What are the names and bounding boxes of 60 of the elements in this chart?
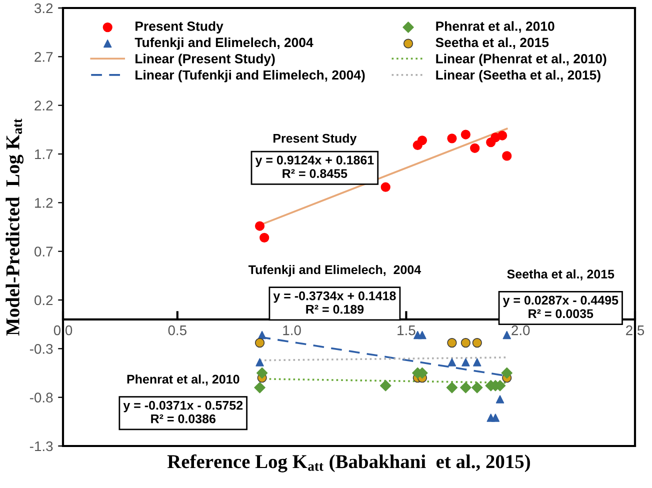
point bbox=[460, 382, 472, 394]
point bbox=[470, 143, 480, 153]
y-tick-label: -0.8 bbox=[30, 392, 53, 403]
point bbox=[447, 338, 457, 348]
y-tick-label: 2.2 bbox=[34, 100, 53, 110]
annotation: y = -0.3734x + 0.1418 R² = 0.189 bbox=[273, 291, 396, 314]
point bbox=[472, 338, 482, 348]
x-axis-title: Reference Log K$_{att}$ (Babakhani et al., 2015) bbox=[167, 454, 530, 472]
annotation: Present Study bbox=[273, 134, 357, 146]
point bbox=[460, 338, 470, 348]
point bbox=[448, 358, 456, 366]
point bbox=[446, 382, 458, 394]
point bbox=[254, 382, 266, 394]
y-tick-label: -1.3 bbox=[30, 441, 53, 452]
legend-label: Linear (Tufenkji and Elimelech, 2004) bbox=[136, 70, 365, 82]
x-tick-label: 1.0 bbox=[283, 325, 301, 336]
annotation: Seetha et al., 2015 bbox=[507, 269, 614, 280]
point bbox=[254, 221, 265, 231]
point bbox=[502, 330, 511, 340]
point bbox=[380, 182, 390, 192]
y-tick-label: 1.2 bbox=[35, 198, 53, 208]
y-tick-label: 0.2 bbox=[34, 295, 53, 306]
y-tick-label: -0.3 bbox=[30, 344, 53, 354]
x-tick-label: 0.5 bbox=[168, 325, 186, 336]
legend-label: Tufenkji and Elimelech, 2004 bbox=[134, 37, 314, 50]
legend-label: Seetha et al., 2015 bbox=[436, 37, 549, 50]
annotation: y = -0.0371x - 0.5752 R² = 0.0386 bbox=[123, 400, 243, 424]
point bbox=[260, 232, 270, 243]
point bbox=[256, 367, 268, 379]
point bbox=[380, 380, 392, 392]
y-axis-title: Model-Predicted Log K$_{att}$ bbox=[6, 118, 24, 336]
annotation: Tufenkji and Elimelech, 2004 bbox=[248, 264, 422, 277]
point bbox=[254, 338, 265, 348]
point bbox=[462, 358, 470, 366]
point bbox=[417, 136, 428, 146]
point bbox=[497, 130, 508, 140]
point bbox=[460, 130, 470, 140]
annotation: Phenrat et al., 2010 bbox=[127, 374, 240, 386]
y-tick-label: 0.7 bbox=[34, 246, 53, 257]
legend-label: Linear (Seetha et al., 2015) bbox=[436, 70, 600, 82]
annotation: y = 0.0287x - 0.4495 R² = 0.0035 bbox=[502, 296, 618, 318]
x-tick-label: 2.0 bbox=[512, 325, 530, 336]
y-tick-label: 1.7 bbox=[35, 149, 53, 160]
point bbox=[502, 151, 512, 161]
point bbox=[473, 358, 482, 366]
point bbox=[418, 330, 426, 340]
point bbox=[447, 134, 457, 144]
point bbox=[501, 367, 512, 379]
point bbox=[491, 414, 500, 422]
y-tick-label: 2.7 bbox=[34, 52, 53, 62]
point bbox=[256, 358, 264, 366]
point bbox=[496, 395, 504, 404]
legend-label: Present Study bbox=[136, 21, 224, 34]
legend-label: Linear (Present Study) bbox=[136, 54, 275, 66]
annotation: y = 0.9124x + 0.1861 R² = 0.8455 bbox=[255, 156, 374, 178]
legend-label: Phenrat et al., 2010 bbox=[436, 21, 554, 33]
legend-label: Linear (Phenrat et al., 2010) bbox=[436, 54, 606, 66]
y-tick-label: 3.2 bbox=[34, 3, 53, 14]
x-tick-label: 1.5 bbox=[398, 326, 416, 336]
point bbox=[472, 382, 483, 394]
